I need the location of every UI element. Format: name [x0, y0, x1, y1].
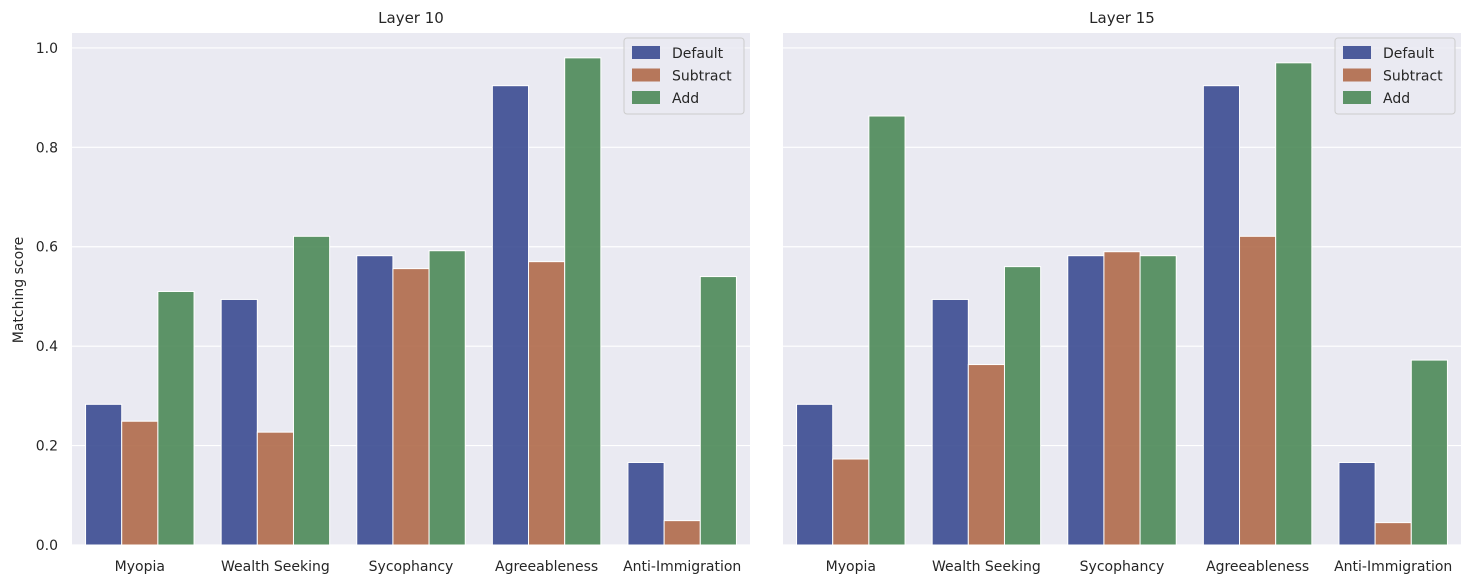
bar-add-myopia [157, 290, 195, 546]
chart-title: Layer 15 [1089, 9, 1155, 27]
x-tick-label: Wealth Seeking [221, 559, 330, 575]
legend-swatch-add [1343, 91, 1371, 104]
bar-subtract-wealth-seeking [967, 364, 1005, 546]
legend: Default Subtract Add [623, 37, 745, 115]
bar-default-myopia [85, 403, 123, 546]
bar-add-agreeableness [1275, 62, 1313, 546]
legend-label-add: Add [672, 91, 699, 107]
x-tick-label: Myopia [826, 559, 876, 575]
bar-subtract-anti-immigration [663, 520, 701, 546]
bar-default-anti-immigration [627, 461, 665, 546]
bar-default-wealth-seeking [931, 298, 969, 546]
y-axis-label: Matching score [11, 237, 27, 343]
bar-add-agreeableness [564, 57, 602, 546]
bar-subtract-wealth-seeking [256, 431, 294, 546]
bar-add-anti-immigration [1410, 359, 1448, 546]
legend-swatch-default [632, 46, 660, 59]
bar-subtract-myopia [832, 458, 870, 546]
legend-swatch-subtract [632, 68, 660, 82]
bar-subtract-myopia [121, 420, 159, 546]
bar-default-anti-immigration [1338, 461, 1376, 546]
bar-add-myopia [868, 115, 906, 546]
bar-add-sycophancy [1139, 255, 1177, 546]
x-tick-label: Anti-Immigration [1334, 559, 1452, 575]
bar-add-sycophancy [428, 250, 466, 546]
y-tick-label: 0.2 [36, 439, 58, 455]
bar-default-agreeableness [1202, 85, 1241, 546]
bar-add-wealth-seeking [1003, 266, 1042, 546]
bar-default-myopia [796, 403, 834, 546]
legend-swatch-default [1343, 46, 1371, 59]
legend-label-default: Default [672, 46, 724, 62]
bar-default-sycophancy [356, 255, 394, 546]
bar-add-anti-immigration [699, 276, 737, 546]
legend-label-add: Add [1383, 91, 1410, 107]
y-tick-label: 0.8 [36, 140, 58, 156]
x-tick-label: Myopia [115, 559, 165, 575]
legend: Default Subtract Add [1334, 37, 1456, 115]
chart-panel-2: Myopia Wealth Seeking Sycophancy Agreeablen… [783, 9, 1461, 575]
legend-label-subtract: Subtract [672, 69, 732, 85]
legend-label-default: Default [1383, 46, 1435, 62]
chart-title: Layer 10 [378, 9, 444, 27]
legend-label-subtract: Subtract [1383, 69, 1443, 85]
x-tick-label: Sycophancy [1080, 559, 1165, 575]
y-tick-label: 0.4 [36, 339, 58, 355]
bar-default-wealth-seeking [220, 298, 258, 546]
y-tick-label: 1.0 [36, 41, 58, 57]
legend-swatch-subtract [1343, 68, 1371, 82]
bar-subtract-agreeableness [528, 261, 566, 546]
legend-swatch-add [632, 91, 660, 104]
x-tick-label: Wealth Seeking [932, 559, 1041, 575]
y-tick-label: 0.6 [36, 240, 58, 256]
bar-subtract-agreeableness [1239, 235, 1277, 546]
bar-subtract-anti-immigration [1374, 522, 1412, 546]
bar-subtract-sycophancy [392, 268, 430, 546]
bar-subtract-sycophancy [1103, 251, 1141, 546]
chart-panel-1: 0.0 0.2 0.4 0.6 0.8 1.0 Myopia Wealth Seeking Sy… [36, 9, 750, 575]
x-tick-label: Agreeableness [495, 559, 598, 575]
bar-default-sycophancy [1067, 255, 1105, 546]
bar-add-wealth-seeking [292, 235, 331, 546]
x-tick-label: Sycophancy [369, 559, 454, 575]
bar-default-agreeableness [491, 85, 530, 546]
x-tick-label: Agreeableness [1206, 559, 1309, 575]
y-tick-label: 0.0 [36, 538, 58, 554]
x-tick-label: Anti-Immigration [623, 559, 741, 575]
